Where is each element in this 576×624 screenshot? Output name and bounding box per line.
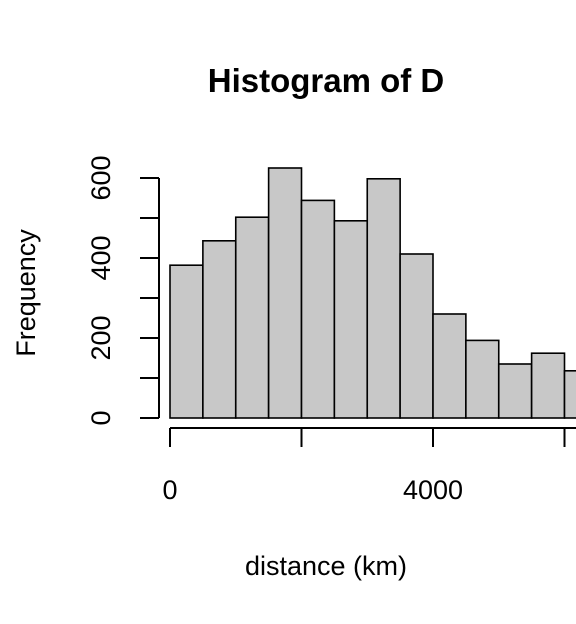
- histogram-bar-5: [333, 220, 369, 419]
- histogram-bar-1: [202, 240, 237, 419]
- histogram-bar-9: [465, 339, 500, 419]
- histogram-bar-12: [563, 369, 576, 419]
- histogram-bar-8: [432, 313, 467, 419]
- x-tick-label-0: 0: [162, 475, 177, 505]
- y-tick-label-4: 400: [86, 235, 116, 280]
- histogram-bar-4: [300, 199, 336, 419]
- x-axis: 040008000: [162, 427, 576, 505]
- histogram-bar-10: [497, 363, 533, 419]
- histogram-bar-3: [267, 167, 303, 419]
- y-axis-label: Frequency: [11, 229, 41, 357]
- x-tick-label-2: 4000: [403, 475, 463, 505]
- y-tick-label-0: 0: [86, 410, 116, 425]
- y-tick-label-2: 200: [86, 315, 116, 360]
- histogram-bar-0: [169, 264, 204, 419]
- chart-title: Histogram of D: [208, 62, 445, 99]
- histogram-bar-11: [530, 352, 566, 419]
- y-tick-label-6: 600: [86, 155, 116, 200]
- histogram-bar-6: [366, 178, 401, 419]
- histogram-bar-7: [399, 253, 434, 419]
- y-axis: 0 200 400 600: [86, 155, 160, 426]
- histogram-bar-2: [234, 216, 270, 419]
- x-axis-label: distance (km): [245, 551, 407, 581]
- histogram-bars: [169, 167, 576, 419]
